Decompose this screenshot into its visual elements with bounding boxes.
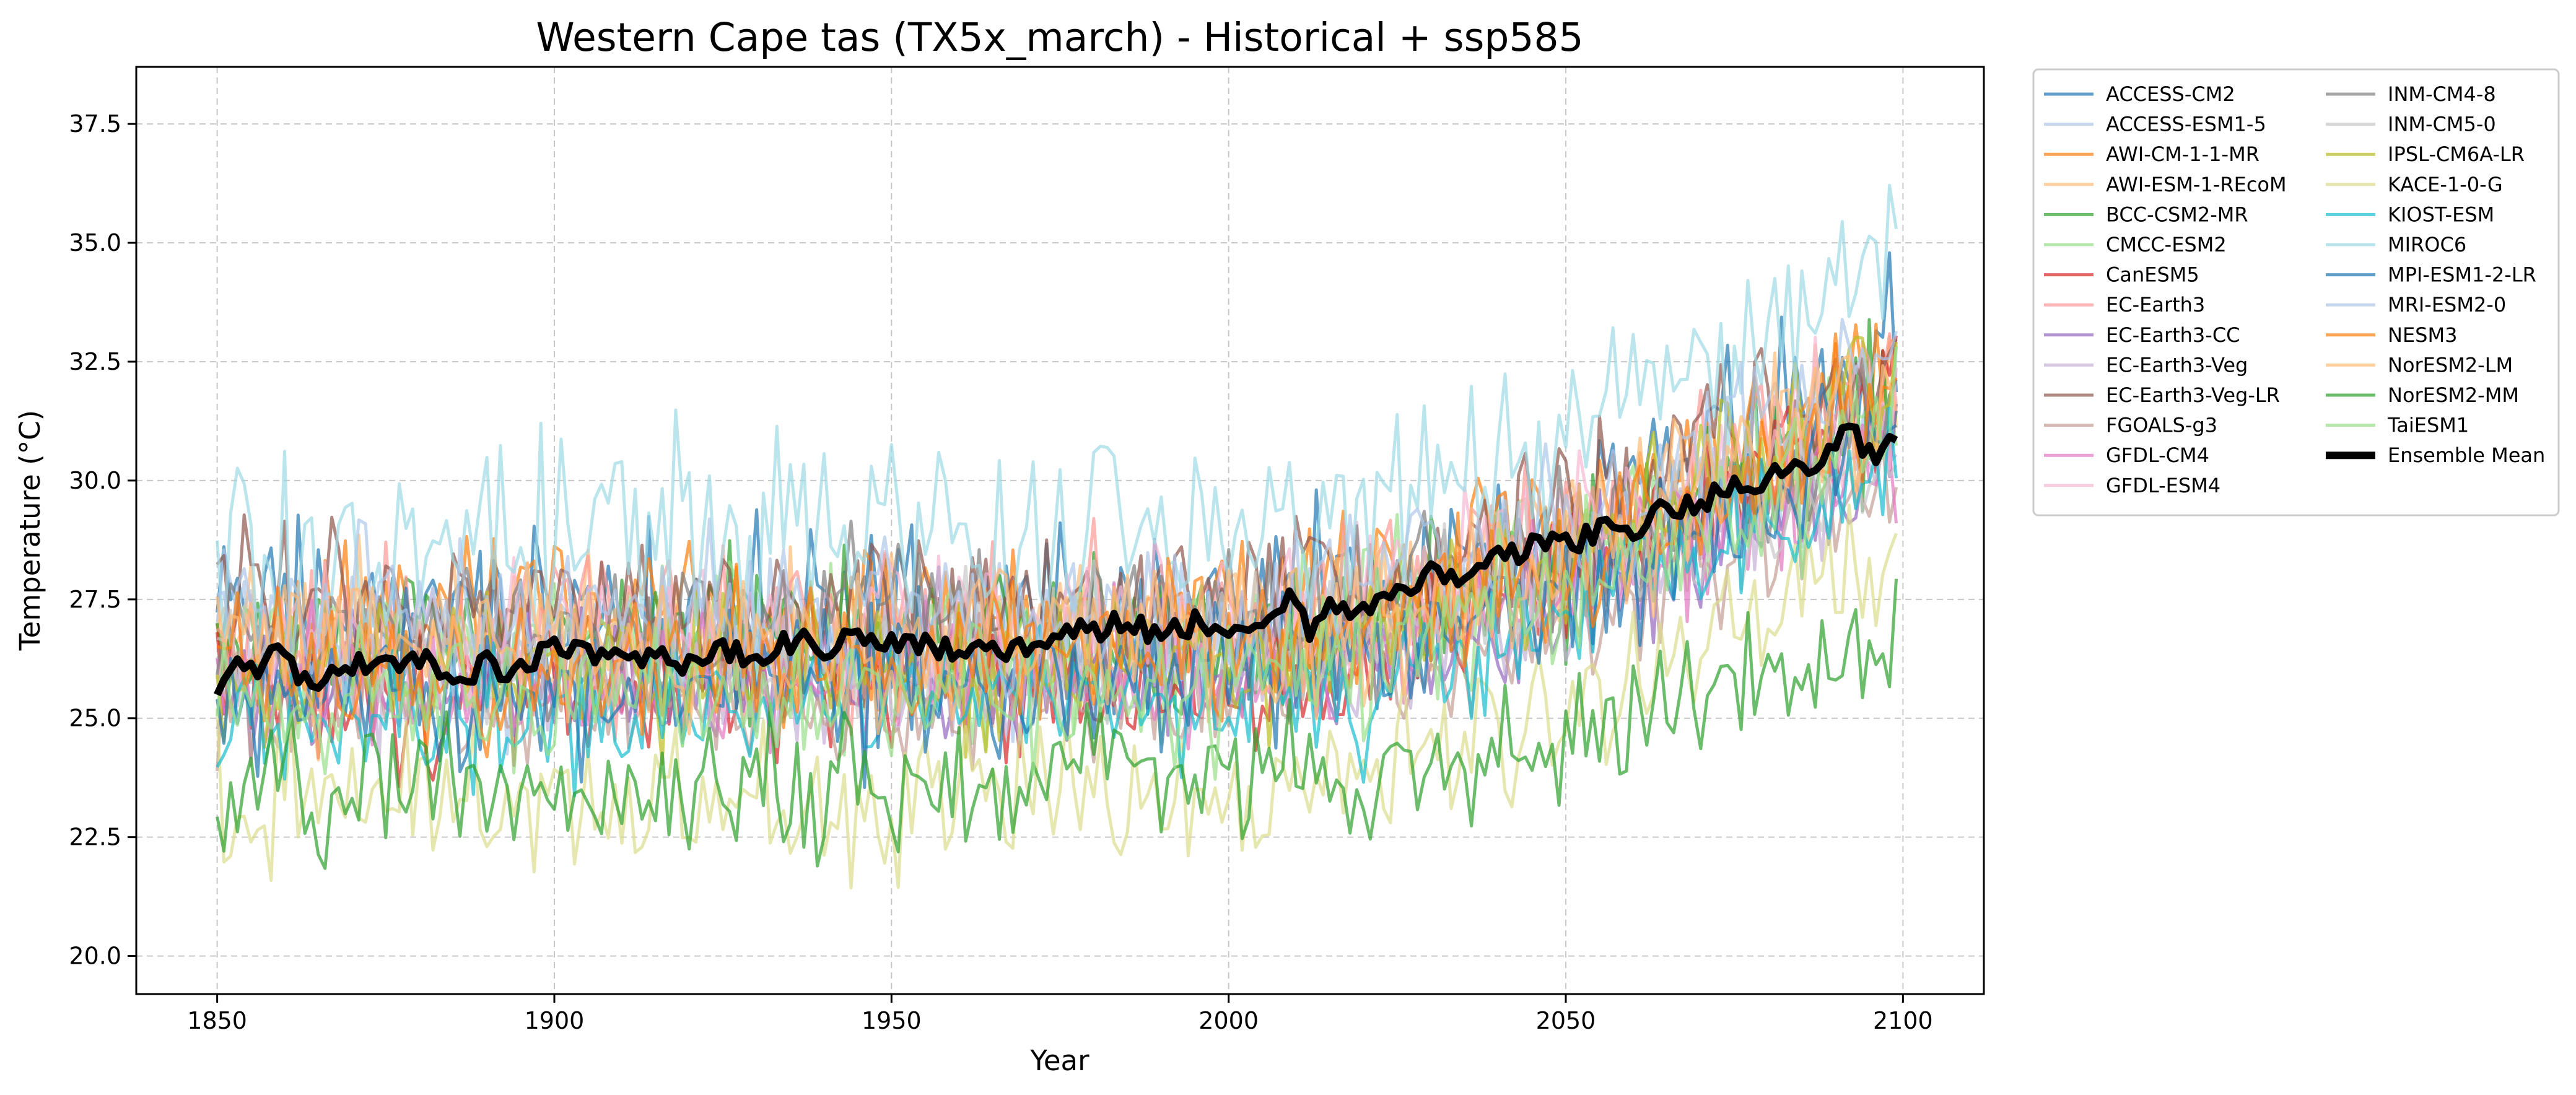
legend-item: INM-CM4-8 [2326, 82, 2496, 106]
legend-label: GFDL-ESM4 [2106, 474, 2220, 497]
legend-label: AWI-CM-1-1-MR [2106, 142, 2259, 166]
legend-item: EC-Earth3-CC [2044, 323, 2240, 347]
legend-label: CanESM5 [2106, 263, 2199, 287]
x-axis-ticks: 1850 1900 1950 2000 2050 2100 [187, 994, 1933, 1034]
legend-item: KACE-1-0-G [2326, 173, 2503, 196]
legend-item: BCC-CSM2-MR [2044, 203, 2248, 226]
series-line [216, 318, 1898, 705]
legend-label: MPI-ESM1-2-LR [2388, 263, 2536, 287]
legend-item: CMCC-ESM2 [2044, 233, 2227, 256]
legend-item: Ensemble Mean [2326, 443, 2545, 467]
y-tick-label: 32.5 [69, 348, 121, 375]
chart-title: Western Cape tas (TX5x_march) - Historic… [536, 15, 1583, 60]
x-tick-label: 1900 [525, 1007, 585, 1034]
legend-item: MRI-ESM2-0 [2326, 293, 2506, 316]
legend-label: KIOST-ESM [2388, 203, 2494, 226]
y-tick-label: 35.0 [69, 229, 121, 256]
legend-label: EC-Earth3-CC [2106, 323, 2240, 347]
legend-label: NESM3 [2388, 323, 2457, 347]
series-line [216, 383, 1897, 789]
legend-label: CMCC-ESM2 [2106, 233, 2227, 256]
legend-item: EC-Earth3 [2044, 293, 2205, 316]
y-tick-label: 20.0 [69, 943, 121, 970]
legend-item: TaiESM1 [2326, 414, 2469, 437]
x-tick-label: 1950 [862, 1007, 922, 1034]
legend-label: MIROC6 [2388, 233, 2466, 256]
series-line [216, 346, 1898, 781]
legend-item: MIROC6 [2326, 233, 2466, 256]
legend-item: NorESM2-MM [2326, 383, 2519, 407]
x-tick-label: 2000 [1198, 1007, 1259, 1034]
legend-label: KACE-1-0-G [2388, 173, 2503, 196]
legend-label: GFDL-CM4 [2106, 443, 2209, 467]
y-tick-label: 30.0 [69, 467, 121, 494]
x-tick-label: 2100 [1873, 1007, 1933, 1034]
legend-label: ACCESS-ESM1-5 [2106, 113, 2266, 136]
series-line [216, 351, 1898, 762]
legend-frame [2032, 68, 2560, 517]
y-axis-ticks: 20.0 22.5 25.0 27.5 30.0 32.5 35.0 37.5 [69, 110, 136, 970]
legend-item: FGOALS-g3 [2044, 414, 2217, 437]
y-axis-label: Temperature (°C) [14, 410, 46, 651]
ensemble-mean-line [214, 422, 1898, 697]
legend: ACCESS-CM2 ACCESS-ESM1-5 AWI-CM-1-1-MR AWI-… [2032, 68, 2560, 517]
series-line [216, 183, 1898, 682]
legend-label: Ensemble Mean [2388, 443, 2545, 467]
legend-label: INM-CM4-8 [2388, 82, 2496, 106]
y-tick-label: 37.5 [69, 110, 121, 137]
legend-item: CanESM5 [2044, 263, 2199, 287]
legend-item: EC-Earth3-Veg [2044, 353, 2248, 377]
legend-item: NorESM2-LM [2326, 353, 2513, 377]
y-tick-label: 25.0 [69, 705, 121, 732]
series-line [216, 342, 1898, 759]
legend-item: KIOST-ESM [2326, 203, 2494, 226]
legend-label: TaiESM1 [2387, 414, 2469, 437]
legend-label: IPSL-CM6A-LR [2388, 142, 2525, 166]
legend-label: ACCESS-CM2 [2106, 82, 2235, 106]
legend-item: AWI-CM-1-1-MR [2044, 142, 2259, 166]
legend-label: FGOALS-g3 [2106, 414, 2217, 437]
legend-item: GFDL-ESM4 [2044, 474, 2220, 497]
legend-item: IPSL-CM6A-LR [2326, 142, 2525, 166]
legend-label: EC-Earth3-Veg-LR [2106, 383, 2280, 407]
legend-label: INM-CM5-0 [2388, 113, 2496, 136]
legend-label: AWI-ESM-1-REcoM [2106, 173, 2287, 196]
plot-frame [135, 66, 1985, 995]
legend-item: ACCESS-CM2 [2044, 82, 2235, 106]
x-tick-label: 2050 [1536, 1007, 1596, 1034]
y-tick-label: 27.5 [69, 586, 121, 613]
x-axis-label: Year [1029, 1044, 1089, 1077]
legend-label: EC-Earth3-Veg [2106, 353, 2248, 377]
x-tick-label: 1850 [187, 1007, 247, 1034]
ensemble-mean-layer [214, 422, 1898, 697]
y-tick-label: 22.5 [69, 824, 121, 851]
legend-item: NESM3 [2326, 323, 2457, 347]
legend-item: MPI-ESM1-2-LR [2326, 263, 2536, 287]
legend-label: BCC-CSM2-MR [2106, 203, 2248, 226]
legend-label: MRI-ESM2-0 [2388, 293, 2506, 316]
legend-items: ACCESS-CM2 ACCESS-ESM1-5 AWI-CM-1-1-MR AWI-… [2044, 82, 2545, 497]
legend-item: INM-CM5-0 [2326, 113, 2496, 136]
series-line [216, 578, 1898, 870]
legend-label: NorESM2-MM [2388, 383, 2519, 407]
legend-label: EC-Earth3 [2106, 293, 2205, 316]
legend-item: AWI-ESM-1-REcoM [2044, 173, 2287, 196]
legend-item: EC-Earth3-Veg-LR [2044, 383, 2280, 407]
legend-label: NorESM2-LM [2388, 353, 2513, 377]
legend-item: ACCESS-ESM1-5 [2044, 113, 2266, 136]
legend-item: GFDL-CM4 [2044, 443, 2209, 467]
